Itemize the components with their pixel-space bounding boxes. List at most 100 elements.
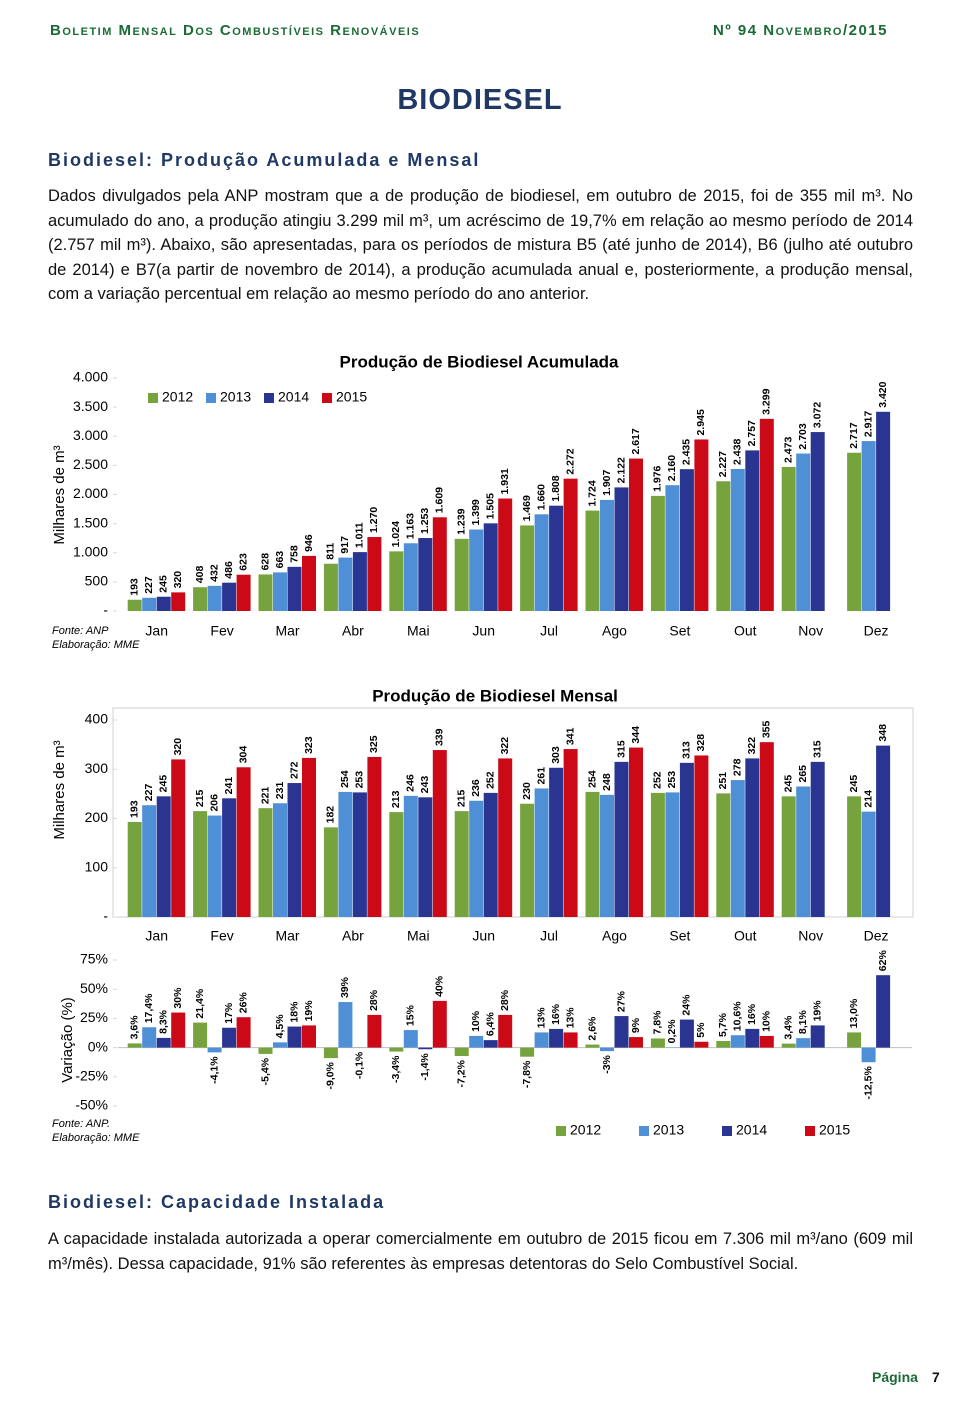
data-label: 215	[455, 789, 467, 807]
data-label: 193	[128, 578, 140, 596]
data-label: 3.420	[877, 381, 889, 407]
data-label: 227	[143, 784, 155, 802]
data-label: 7,8%	[652, 1010, 664, 1035]
legend-swatch	[805, 1126, 815, 1136]
data-label: 245	[157, 575, 169, 593]
bar	[614, 761, 629, 917]
data-label: 917	[339, 536, 351, 554]
data-label: 348	[877, 724, 889, 742]
legend-label: 2015	[336, 389, 367, 405]
source-note: Fonte: ANP.	[52, 1118, 110, 1130]
bar	[600, 1047, 614, 1052]
data-label: 13%	[564, 1007, 576, 1029]
data-label: 246	[405, 774, 417, 792]
data-label: 182	[325, 806, 337, 824]
section-heading: Biodiesel: Produção Acumulada e Mensal	[48, 150, 481, 170]
bar	[679, 762, 694, 917]
bar	[694, 1041, 709, 1048]
y-tick-label: 2.000	[73, 485, 108, 501]
paragraph: Dados divulgados pela ANP mostram que a …	[48, 187, 913, 304]
data-label: 13%	[535, 1007, 547, 1029]
bar	[549, 505, 564, 611]
bar	[498, 498, 513, 611]
data-label: 355	[761, 720, 773, 738]
bar	[534, 788, 549, 917]
data-label: 3,4%	[782, 1015, 794, 1040]
data-label: 252	[652, 771, 664, 789]
data-label: 18%	[288, 1001, 300, 1023]
y-tick-label: -50%	[75, 1097, 108, 1113]
data-label: 5,7%	[717, 1012, 729, 1037]
data-label: 1.505	[484, 493, 496, 519]
bar	[861, 441, 876, 611]
bar	[273, 1042, 287, 1048]
bar	[694, 439, 709, 611]
y-tick-label: 50%	[80, 980, 108, 996]
data-label: 303	[550, 746, 562, 764]
chart-title: Produção de Biodiesel Acumulada	[340, 352, 620, 371]
data-label: 322	[499, 737, 511, 755]
bar	[520, 803, 535, 917]
bar	[193, 587, 208, 611]
bar	[432, 750, 447, 917]
legend-swatch	[556, 1126, 566, 1136]
data-label: 1.270	[368, 507, 380, 533]
legend-swatch	[722, 1126, 732, 1136]
bar	[193, 1022, 208, 1048]
header-left: Boletim Mensal Dos Combustíveis Renováve…	[50, 22, 421, 39]
data-label: 304	[237, 746, 249, 764]
data-label: 1.808	[550, 475, 562, 501]
data-label: -3,4%	[390, 1055, 402, 1083]
bar	[876, 411, 891, 611]
legend-swatch	[264, 393, 274, 403]
data-label: 245	[782, 775, 794, 793]
data-label: 251	[717, 772, 729, 790]
footer-page-number: 7	[932, 1369, 940, 1385]
legend-swatch	[206, 393, 216, 403]
bar	[323, 827, 338, 917]
data-label: 254	[586, 770, 598, 788]
data-label: 1.024	[390, 521, 402, 547]
bar	[127, 599, 142, 611]
y-tick-label: 2.500	[73, 456, 108, 472]
y-tick-label: 4.000	[73, 369, 108, 385]
data-label: 2.160	[666, 455, 678, 481]
data-label: 8,1%	[797, 1010, 809, 1035]
bar	[629, 1037, 643, 1048]
y-tick-label: -	[103, 908, 108, 924]
data-label: 5%	[695, 1022, 707, 1038]
bar	[403, 543, 418, 611]
bar	[222, 582, 237, 611]
data-label: 221	[259, 786, 271, 804]
bar	[563, 749, 578, 917]
bar	[679, 469, 694, 611]
footer-label: Página	[872, 1369, 918, 1385]
y-tick-label: 3.500	[73, 398, 108, 414]
y-axis-label: Milhares de m³	[51, 740, 68, 839]
bar	[287, 1026, 302, 1048]
data-label: 230	[521, 782, 533, 800]
data-label: 1.907	[601, 469, 613, 495]
legend-swatch	[148, 393, 158, 403]
bar	[338, 557, 353, 611]
bar	[549, 767, 564, 917]
bar	[127, 1043, 142, 1048]
x-tick-label: Ago	[602, 623, 627, 639]
bar	[796, 1038, 811, 1048]
data-label: 28%	[368, 989, 380, 1011]
data-label: 243	[419, 776, 431, 794]
bar	[302, 555, 316, 611]
bar	[207, 1047, 222, 1053]
data-label: 1.609	[434, 487, 446, 513]
y-tick-label: -	[103, 602, 108, 618]
data-label: 15%	[405, 1004, 417, 1026]
bar	[389, 551, 404, 611]
data-label: 62%	[877, 950, 889, 972]
data-label: 39%	[339, 976, 351, 998]
bar	[679, 1019, 694, 1048]
bar	[614, 1016, 629, 1048]
data-label: 408	[194, 566, 206, 584]
source-note: Elaboração: MME	[52, 639, 140, 651]
bar	[171, 592, 186, 611]
